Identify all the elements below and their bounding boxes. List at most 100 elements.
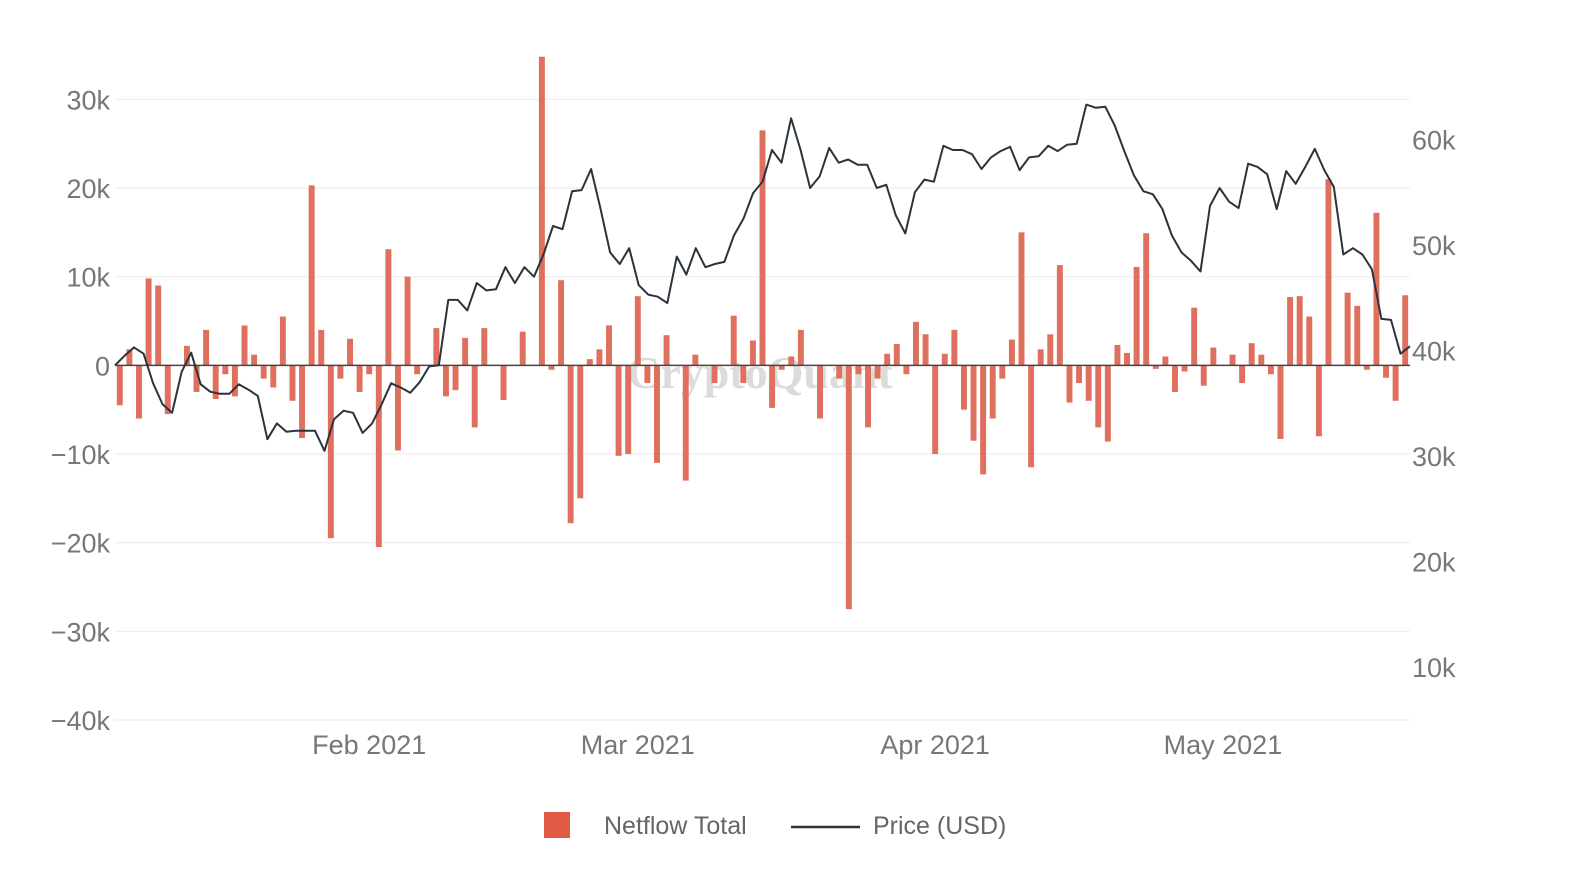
left-tick-label: −20k xyxy=(51,529,111,559)
netflow-bar xyxy=(654,365,660,463)
netflow-bar xyxy=(1114,344,1121,366)
netflow-bar xyxy=(222,365,229,375)
netflow-bar xyxy=(634,296,641,366)
netflow-bar xyxy=(1402,295,1409,366)
netflow-bar xyxy=(519,331,526,366)
netflow-bar xyxy=(203,329,210,366)
netflow-bars xyxy=(116,56,1409,610)
x-tick-label: Apr 2021 xyxy=(880,730,990,760)
netflow-bar xyxy=(414,365,421,375)
x-axis: Feb 2021 Mar 2021 Apr 2021 May 2021 xyxy=(312,730,1282,760)
netflow-bar xyxy=(759,130,766,366)
legend-netflow-label: Netflow Total xyxy=(604,812,747,840)
netflow-bar xyxy=(1056,265,1063,366)
netflow-bar xyxy=(1008,339,1015,366)
netflow-bar xyxy=(740,365,747,384)
netflow-bar xyxy=(548,365,555,370)
netflow-bar xyxy=(577,365,584,499)
netflow-bar xyxy=(1248,343,1255,366)
netflow-bar xyxy=(884,353,891,366)
netflow-bar xyxy=(193,365,200,392)
netflow-bar xyxy=(385,249,392,366)
netflow-bar xyxy=(1037,349,1044,366)
netflow-bar xyxy=(1066,365,1073,403)
netflow-bar xyxy=(327,365,334,539)
left-tick-label: 0 xyxy=(95,351,110,381)
netflow-bar xyxy=(615,365,622,456)
netflow-bar xyxy=(164,365,171,415)
netflow-bar xyxy=(270,365,277,388)
netflow-bar xyxy=(1354,305,1361,366)
netflow-bar xyxy=(126,349,133,366)
legend: Netflow Total Price (USD) xyxy=(544,812,1006,840)
netflow-bar xyxy=(980,365,987,475)
netflow-bar xyxy=(136,365,142,419)
netflow-bar xyxy=(1306,316,1313,366)
netflow-bar xyxy=(241,325,248,366)
netflow-bar xyxy=(1258,354,1265,366)
netflow-bar xyxy=(1095,365,1102,428)
netflow-bar xyxy=(1018,232,1025,366)
netflow-bar xyxy=(941,353,948,366)
netflow-bar xyxy=(1028,365,1035,468)
netflow-bar xyxy=(145,278,152,366)
netflow-bar xyxy=(433,328,440,366)
netflow-bar xyxy=(452,365,459,391)
netflow-bar xyxy=(1296,296,1303,366)
netflow-bar xyxy=(893,344,900,366)
right-y-axis: 60k 50k 40k 30k 20k 10k xyxy=(1412,125,1456,683)
netflow-bar xyxy=(606,325,612,366)
netflow-bar xyxy=(1143,233,1150,366)
x-tick-label: May 2021 xyxy=(1164,730,1283,760)
netflow-bar xyxy=(567,365,574,524)
right-tick-label: 30k xyxy=(1412,442,1456,472)
netflow-bar xyxy=(836,365,843,379)
netflow-bar xyxy=(865,365,871,428)
netflow-bar xyxy=(366,365,373,375)
netflow-bar xyxy=(951,329,958,366)
netflow-bar xyxy=(625,365,632,454)
netflow-bar xyxy=(1287,297,1294,366)
right-tick-label: 40k xyxy=(1412,337,1456,367)
right-tick-label: 60k xyxy=(1412,125,1456,155)
netflow-bar xyxy=(116,365,123,406)
left-tick-label: 20k xyxy=(66,174,110,204)
x-tick-label: Feb 2021 xyxy=(312,730,426,760)
netflow-bar xyxy=(730,315,737,366)
netflow-bar xyxy=(289,365,296,401)
netflow-bar xyxy=(932,365,939,454)
netflow-bar xyxy=(1239,365,1246,384)
netflow-bar xyxy=(442,365,449,397)
netflow-bar xyxy=(999,365,1006,379)
netflow-bar xyxy=(347,338,353,366)
netflow-bar xyxy=(1210,347,1217,366)
legend-price-label: Price (USD) xyxy=(873,812,1006,840)
netflow-bar xyxy=(903,365,910,375)
netflow-bar xyxy=(279,316,286,366)
netflow-bar xyxy=(260,365,267,379)
left-tick-label: −40k xyxy=(51,706,111,736)
x-tick-label: Mar 2021 xyxy=(581,730,695,760)
netflow-bar xyxy=(1047,334,1054,366)
netflow-bar xyxy=(586,359,593,366)
netflow-bar xyxy=(337,365,344,379)
netflow-bar xyxy=(481,328,488,366)
netflow-bar xyxy=(356,365,363,392)
left-tick-label: −30k xyxy=(51,617,111,647)
netflow-bar xyxy=(1392,365,1399,401)
netflow-bar xyxy=(183,345,190,366)
netflow-bar xyxy=(1229,354,1236,366)
left-y-axis: 30k 20k 10k 0 −10k −20k −30k −40k xyxy=(51,85,111,736)
netflow-bar xyxy=(663,335,670,366)
netflow-bar xyxy=(1315,365,1322,437)
netflow-bar xyxy=(538,56,545,366)
netflow-bar xyxy=(778,365,785,370)
netflow-bar xyxy=(1085,365,1092,401)
netflow-bar xyxy=(299,365,306,439)
netflow-bar xyxy=(404,276,411,366)
netflow-bar xyxy=(1363,365,1370,370)
netflow-bar xyxy=(500,365,507,400)
netflow-bar xyxy=(375,365,382,548)
